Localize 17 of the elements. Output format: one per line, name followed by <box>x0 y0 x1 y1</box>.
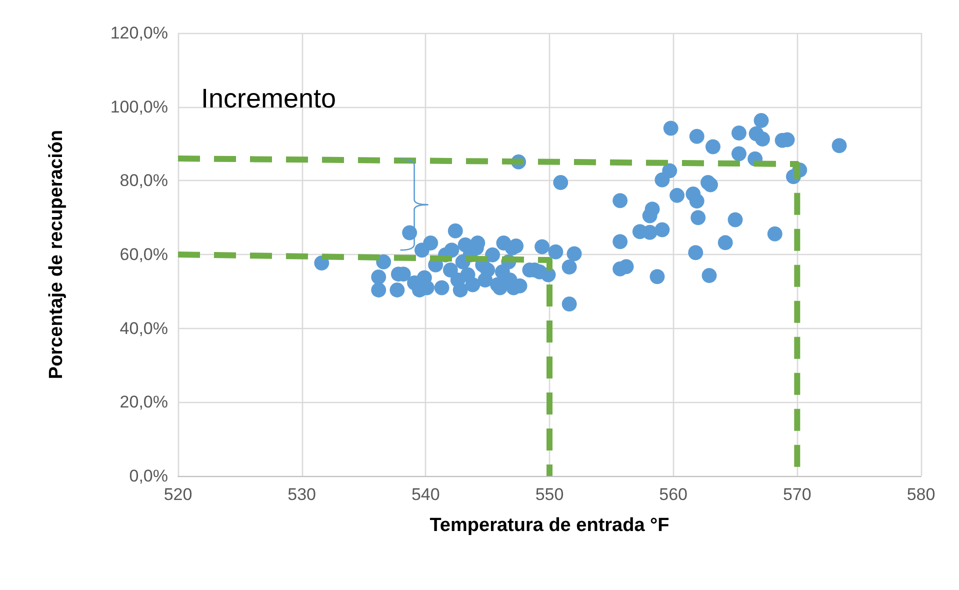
x-tick-label: 540 <box>411 485 440 504</box>
y-tick-label: 40,0% <box>120 318 168 338</box>
y-tick-label: 100,0% <box>110 97 168 116</box>
y-tick-label: 80,0% <box>120 171 168 190</box>
x-tick-label: 560 <box>659 485 688 504</box>
x-axis-title: Temperatura de entrada °F <box>430 515 670 536</box>
x-tick-label: 580 <box>906 485 936 504</box>
x-tick-label: 530 <box>288 485 316 504</box>
x-tick-label: 520 <box>164 485 192 504</box>
y-tick-label: 0,0% <box>129 466 168 486</box>
y-tick-label: 120,0% <box>110 24 168 42</box>
x-tick-label: 570 <box>782 485 812 504</box>
y-tick-label: 60,0% <box>120 245 168 264</box>
y-axis-title: Porcentaje de recuperación <box>46 130 67 380</box>
x-tick-label: 550 <box>535 485 564 504</box>
y-tick-label: 20,0% <box>120 392 168 412</box>
annotation: Incremento <box>201 84 336 114</box>
